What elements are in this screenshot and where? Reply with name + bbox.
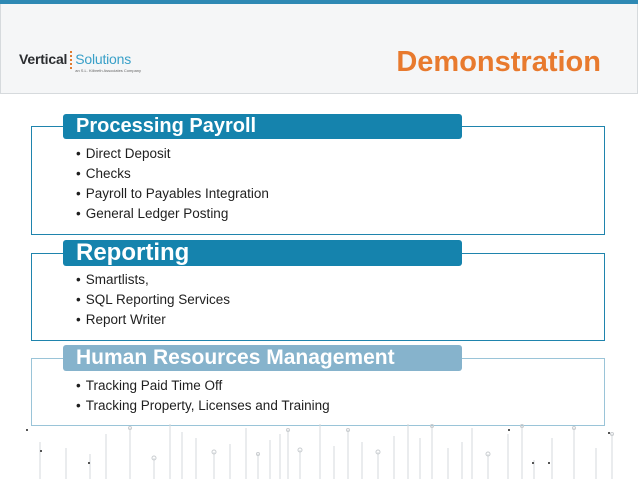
section-heading-processing-payroll: Processing Payroll: [63, 114, 462, 139]
list-item: General Ledger Posting: [76, 204, 269, 224]
logo-tagline: an S.L. Kilbreth Associates Company: [75, 68, 142, 73]
section-heading-human-resources: Human Resources Management: [63, 345, 462, 371]
list-item: Report Writer: [76, 310, 230, 330]
logo-right-block: Solutions an S.L. Kilbreth Associates Co…: [75, 51, 141, 73]
list-item: SQL Reporting Services: [76, 290, 230, 310]
section-heading-reporting: Reporting: [63, 240, 462, 266]
list-item: Direct Deposit: [76, 144, 269, 164]
bullet-list-human-resources: Tracking Paid Time Off Tracking Property…: [76, 376, 330, 416]
logo-word-solutions: Solutions: [75, 51, 132, 67]
bullet-list-processing-payroll: Direct Deposit Checks Payroll to Payable…: [76, 144, 269, 224]
logo-divider: [70, 51, 73, 71]
list-item: Smartlists,: [76, 270, 230, 290]
slide-header: Vertical Solutions an S.L. Kilbreth Asso…: [0, 4, 638, 94]
list-item: Checks: [76, 164, 269, 184]
bullet-list-reporting: Smartlists, SQL Reporting Services Repor…: [76, 270, 230, 330]
decorative-line-pattern: [26, 424, 614, 479]
top-accent-bar: [0, 0, 638, 4]
vertical-solutions-logo: Vertical Solutions an S.L. Kilbreth Asso…: [19, 51, 141, 73]
list-item: Tracking Property, Licenses and Training: [76, 396, 330, 416]
list-item: Tracking Paid Time Off: [76, 376, 330, 396]
logo-word-vertical: Vertical: [19, 51, 68, 67]
list-item: Payroll to Payables Integration: [76, 184, 269, 204]
slide-title: Demonstration: [396, 46, 601, 78]
